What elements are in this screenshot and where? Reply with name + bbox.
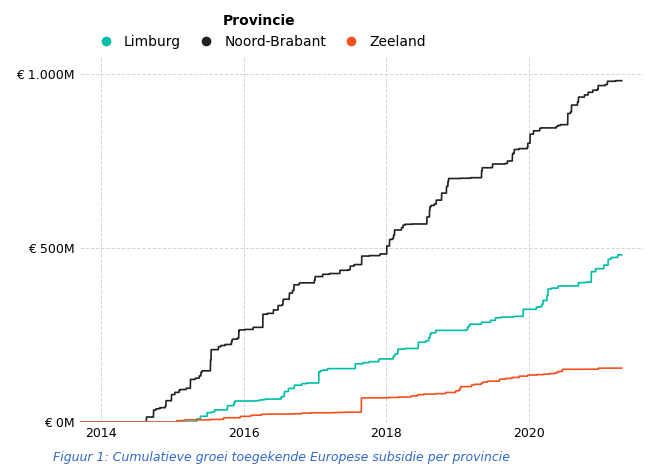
- Noord-Brabant: [618, 78, 626, 83]
- Limburg: [76, 419, 84, 425]
- Zeeland: [312, 410, 320, 416]
- Limburg: [536, 304, 544, 310]
- Line: Noord-Brabant: Noord-Brabant: [80, 81, 622, 422]
- Zeeland: [469, 382, 477, 388]
- Noord-Brabant: [522, 146, 530, 151]
- Line: Limburg: Limburg: [80, 255, 622, 422]
- Noord-Brabant: [457, 175, 465, 181]
- Noord-Brabant: [76, 419, 84, 425]
- Limburg: [532, 307, 540, 312]
- Zeeland: [534, 372, 542, 378]
- Limburg: [618, 252, 626, 257]
- Zeeland: [76, 419, 84, 425]
- Noord-Brabant: [288, 290, 296, 296]
- Limburg: [614, 252, 622, 257]
- Zeeland: [408, 393, 416, 399]
- Noord-Brabant: [611, 78, 619, 83]
- Line: Zeeland: Zeeland: [80, 368, 622, 422]
- Limburg: [360, 360, 368, 365]
- Limburg: [473, 321, 481, 327]
- Noord-Brabant: [527, 131, 535, 137]
- Zeeland: [352, 409, 360, 415]
- Zeeland: [618, 365, 626, 371]
- Limburg: [322, 367, 330, 373]
- Legend: Limburg, Noord-Brabant, Zeeland: Limburg, Noord-Brabant, Zeeland: [86, 8, 432, 54]
- Noord-Brabant: [331, 271, 339, 276]
- Limburg: [415, 340, 423, 345]
- Noord-Brabant: [392, 227, 400, 233]
- Zeeland: [530, 372, 538, 378]
- Zeeland: [605, 365, 613, 371]
- Text: Figuur 1: Cumulatieve groei toegekende Europese subsidie per provincie: Figuur 1: Cumulatieve groei toegekende E…: [53, 451, 510, 464]
